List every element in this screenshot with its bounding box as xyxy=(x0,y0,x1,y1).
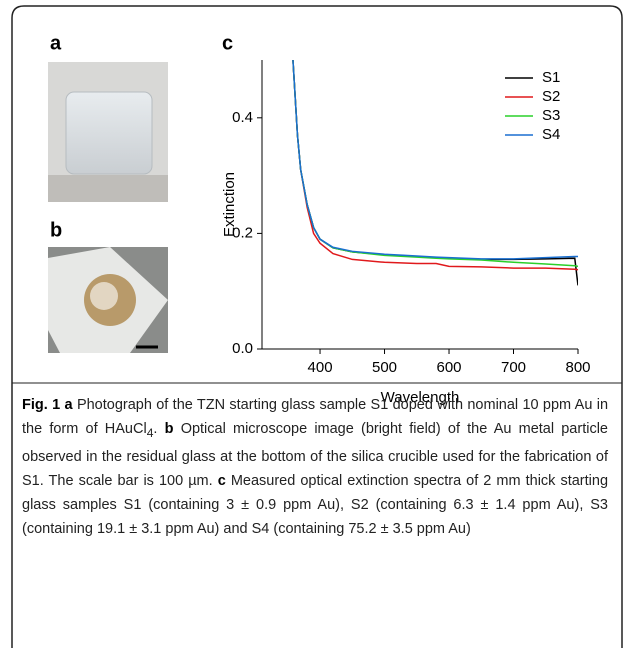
line xyxy=(292,60,578,286)
x-tick-label: 400 xyxy=(308,359,333,376)
x-tick-label: 800 xyxy=(565,359,590,376)
photo-a xyxy=(48,62,168,202)
panel-label: a xyxy=(50,32,62,54)
frame xyxy=(11,5,623,648)
x-tick-label: 700 xyxy=(501,359,526,376)
y-tick-label: 0.0 xyxy=(232,340,253,357)
caption-sub: 4 xyxy=(146,425,154,440)
caption-label: a xyxy=(64,397,73,413)
line xyxy=(292,60,578,268)
y-axis-label: Extinction xyxy=(221,172,238,237)
caption: Fig. 1 a Photograph of the TZN starting … xyxy=(22,393,608,541)
legend-label: S3 xyxy=(542,107,560,124)
x-tick-label: 600 xyxy=(437,359,462,376)
y-tick-label: 0.2 xyxy=(232,224,253,241)
caption-text: . xyxy=(153,421,158,437)
caption-text: Photograph of the TZN starting glass sam… xyxy=(22,397,609,437)
panel-label: c xyxy=(222,32,233,54)
caption-label: b xyxy=(164,421,174,437)
photo-b xyxy=(48,247,168,353)
x-tick-label: 500 xyxy=(372,359,397,376)
caption-text: Optical microscope image (bright field) … xyxy=(22,421,608,489)
panel-label: b xyxy=(50,219,62,241)
fig-label: Fig. 1 xyxy=(22,397,61,413)
line xyxy=(292,60,578,271)
legend-label: S4 xyxy=(542,126,560,143)
caption-label: c xyxy=(217,472,226,489)
y-tick-label: 0.4 xyxy=(232,109,253,126)
caption-text: Measured optical extinction spectra of 2… xyxy=(22,472,609,537)
line xyxy=(292,60,578,260)
plot-area xyxy=(292,60,578,286)
legend-label: S1 xyxy=(542,69,560,86)
x-axis-label: Wavelength xyxy=(381,389,460,406)
legend-label: S2 xyxy=(542,88,560,105)
